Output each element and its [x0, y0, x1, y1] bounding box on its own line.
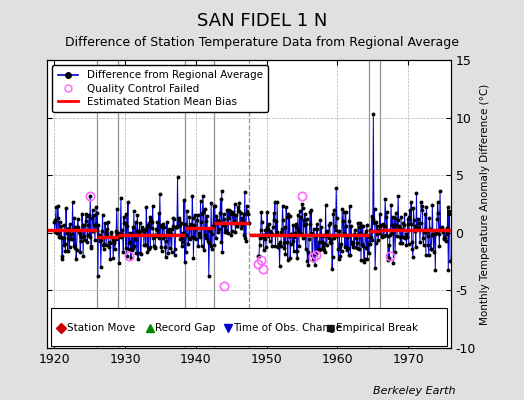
Text: Station Move: Station Move [67, 324, 135, 334]
Text: Empirical Break: Empirical Break [336, 324, 418, 334]
Legend: Difference from Regional Average, Quality Control Failed, Estimated Station Mean: Difference from Regional Average, Qualit… [52, 65, 268, 112]
Bar [51, 308, 447, 346]
Text: Time of Obs. Change: Time of Obs. Change [233, 324, 342, 334]
Y-axis label: Monthly Temperature Anomaly Difference (°C): Monthly Temperature Anomaly Difference (… [480, 83, 490, 325]
Text: Record Gap: Record Gap [156, 324, 216, 334]
Text: Difference of Station Temperature Data from Regional Average: Difference of Station Temperature Data f… [65, 36, 459, 49]
Text: Berkeley Earth: Berkeley Earth [374, 386, 456, 396]
Text: SAN FIDEL 1 N: SAN FIDEL 1 N [197, 12, 327, 30]
